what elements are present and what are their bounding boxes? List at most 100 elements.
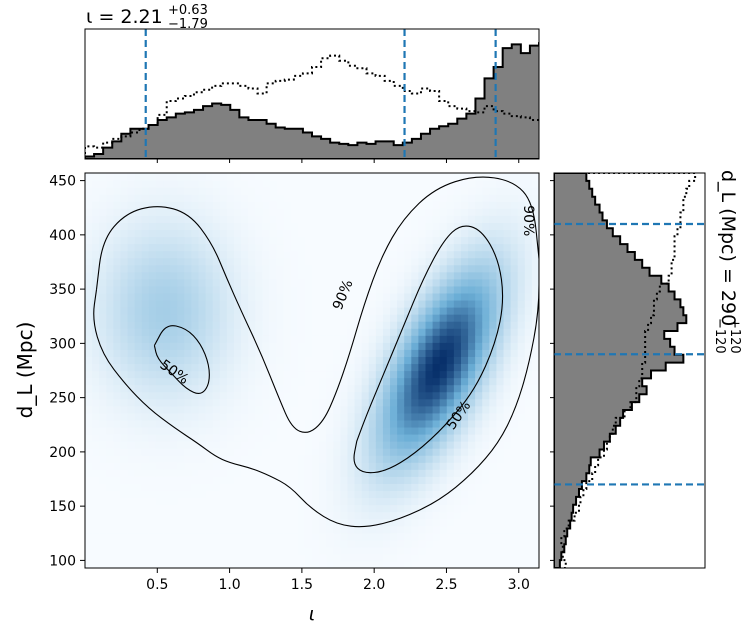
heatmap-cell bbox=[134, 476, 143, 484]
heatmap-cell bbox=[134, 222, 143, 231]
heatmap-cell bbox=[163, 370, 171, 379]
heatmap-cell bbox=[425, 419, 434, 428]
heatmap-cell bbox=[425, 497, 434, 506]
heatmap-cell bbox=[361, 370, 370, 379]
heatmap-cell bbox=[340, 433, 349, 442]
heatmap-cell bbox=[368, 243, 377, 252]
heatmap-cell bbox=[85, 299, 93, 308]
heatmap-cell bbox=[312, 208, 320, 216]
heatmap-cell bbox=[177, 356, 185, 365]
heatmap-cell bbox=[340, 278, 349, 287]
heatmap-cell bbox=[113, 462, 122, 470]
heatmap-cell bbox=[269, 201, 278, 209]
heatmap-cell bbox=[120, 257, 129, 266]
heatmap-cell bbox=[382, 553, 391, 562]
heatmap-cell bbox=[198, 560, 207, 568]
heatmap-cell bbox=[390, 448, 398, 456]
heatmap-cell bbox=[411, 483, 420, 492]
heatmap-cell bbox=[177, 469, 185, 477]
heatmap-cell bbox=[191, 257, 200, 266]
heatmap-cell bbox=[241, 419, 249, 428]
heatmap-cell bbox=[198, 349, 207, 357]
heatmap-cell bbox=[404, 391, 412, 400]
heatmap-cell bbox=[439, 546, 448, 555]
heatmap-cell bbox=[134, 455, 143, 463]
heatmap-cell bbox=[517, 441, 526, 449]
heatmap-cell bbox=[304, 236, 313, 245]
heatmap-cell bbox=[340, 271, 349, 280]
heatmap-cell bbox=[226, 532, 235, 541]
heatmap-cell bbox=[113, 433, 122, 442]
heatmap-cell bbox=[517, 278, 526, 287]
heatmap-cell bbox=[85, 560, 93, 568]
heatmap-cell bbox=[170, 222, 178, 231]
heatmap-cell bbox=[460, 546, 469, 555]
heatmap-cell bbox=[262, 243, 271, 252]
heatmap-cell bbox=[333, 271, 341, 280]
heatmap-cell bbox=[446, 243, 455, 252]
heatmap-cell bbox=[141, 490, 150, 499]
heatmap-cell bbox=[233, 462, 242, 470]
heatmap-cell bbox=[368, 307, 377, 315]
heatmap-cell bbox=[226, 250, 235, 259]
heatmap-cell bbox=[184, 483, 193, 492]
heatmap-cell bbox=[326, 243, 334, 252]
heatmap-cell bbox=[290, 476, 299, 484]
heatmap-cell bbox=[496, 349, 505, 357]
heatmap-cell bbox=[241, 257, 249, 266]
heatmap-cell bbox=[340, 483, 349, 492]
heatmap-cell bbox=[269, 299, 278, 308]
heatmap-cell bbox=[262, 173, 271, 181]
heatmap-cell bbox=[248, 532, 256, 541]
heatmap-cell bbox=[262, 342, 271, 350]
heatmap-cell bbox=[375, 560, 384, 568]
heatmap-cell bbox=[531, 314, 539, 322]
heatmap-cell bbox=[255, 285, 263, 294]
heatmap-cell bbox=[354, 476, 363, 484]
heatmap-cell bbox=[212, 236, 221, 245]
heatmap-cell bbox=[297, 328, 306, 336]
heatmap-cell bbox=[248, 222, 256, 231]
heatmap-cell bbox=[489, 532, 498, 541]
heatmap-cell bbox=[375, 229, 384, 238]
heatmap-cell bbox=[226, 335, 235, 343]
heatmap-cell bbox=[241, 278, 249, 287]
heatmap-cell bbox=[283, 363, 292, 372]
heatmap-cell bbox=[411, 271, 420, 280]
heatmap-cell bbox=[155, 490, 164, 499]
heatmap-cell bbox=[482, 307, 490, 315]
heatmap-cell bbox=[524, 483, 533, 492]
heatmap-cell bbox=[453, 560, 462, 568]
heatmap-cell bbox=[319, 412, 327, 421]
heatmap-cell bbox=[333, 441, 341, 449]
heatmap-cell bbox=[120, 525, 129, 534]
heatmap-cell bbox=[127, 328, 136, 336]
heatmap-cell bbox=[241, 292, 249, 301]
heatmap-cell bbox=[489, 278, 498, 287]
heatmap-cell bbox=[482, 201, 490, 209]
heatmap-cell bbox=[304, 391, 313, 400]
heatmap-cell bbox=[475, 194, 483, 202]
heatmap-cell bbox=[85, 222, 93, 231]
heatmap-cell bbox=[127, 271, 136, 280]
heatmap-cell bbox=[155, 335, 164, 343]
heatmap-cell bbox=[297, 462, 306, 470]
heatmap-cell bbox=[432, 321, 441, 329]
heatmap-cell bbox=[418, 370, 427, 379]
heatmap-cell bbox=[276, 342, 285, 350]
heatmap-cell bbox=[496, 250, 505, 259]
heatmap-cell bbox=[92, 187, 100, 195]
heatmap-cell bbox=[404, 299, 412, 308]
y-tick-1: 150 bbox=[49, 499, 85, 515]
heatmap-cell bbox=[141, 363, 150, 372]
heatmap-cell bbox=[283, 278, 292, 287]
heatmap-cell bbox=[205, 426, 214, 435]
heatmap-cell bbox=[283, 419, 292, 428]
heatmap-cell bbox=[333, 483, 341, 492]
heatmap-cell bbox=[404, 539, 412, 548]
heatmap-cell bbox=[134, 433, 143, 442]
heatmap-cell bbox=[368, 391, 377, 400]
heatmap-cell bbox=[276, 384, 285, 393]
heatmap-cell bbox=[262, 285, 271, 294]
heatmap-cell bbox=[468, 314, 476, 322]
